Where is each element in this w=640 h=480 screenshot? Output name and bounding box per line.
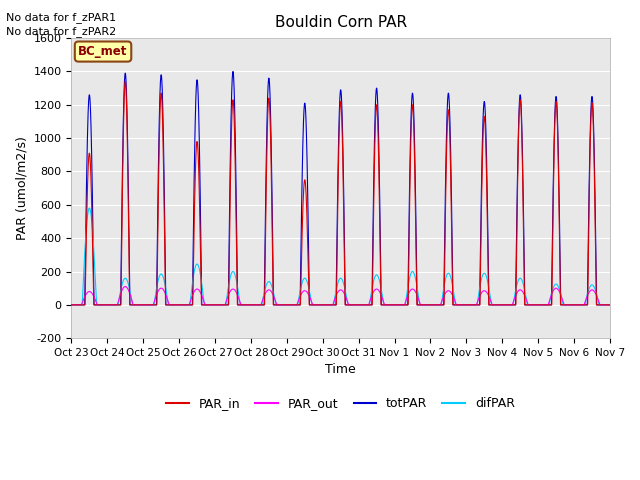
Text: No data for f_zPAR2: No data for f_zPAR2 <box>6 26 116 37</box>
Title: Bouldin Corn PAR: Bouldin Corn PAR <box>275 15 407 30</box>
Legend: PAR_in, PAR_out, totPAR, difPAR: PAR_in, PAR_out, totPAR, difPAR <box>161 393 520 416</box>
Text: No data for f_zPAR1: No data for f_zPAR1 <box>6 12 116 23</box>
X-axis label: Time: Time <box>325 363 356 376</box>
Text: BC_met: BC_met <box>78 45 128 58</box>
Y-axis label: PAR (umol/m2/s): PAR (umol/m2/s) <box>15 136 28 240</box>
